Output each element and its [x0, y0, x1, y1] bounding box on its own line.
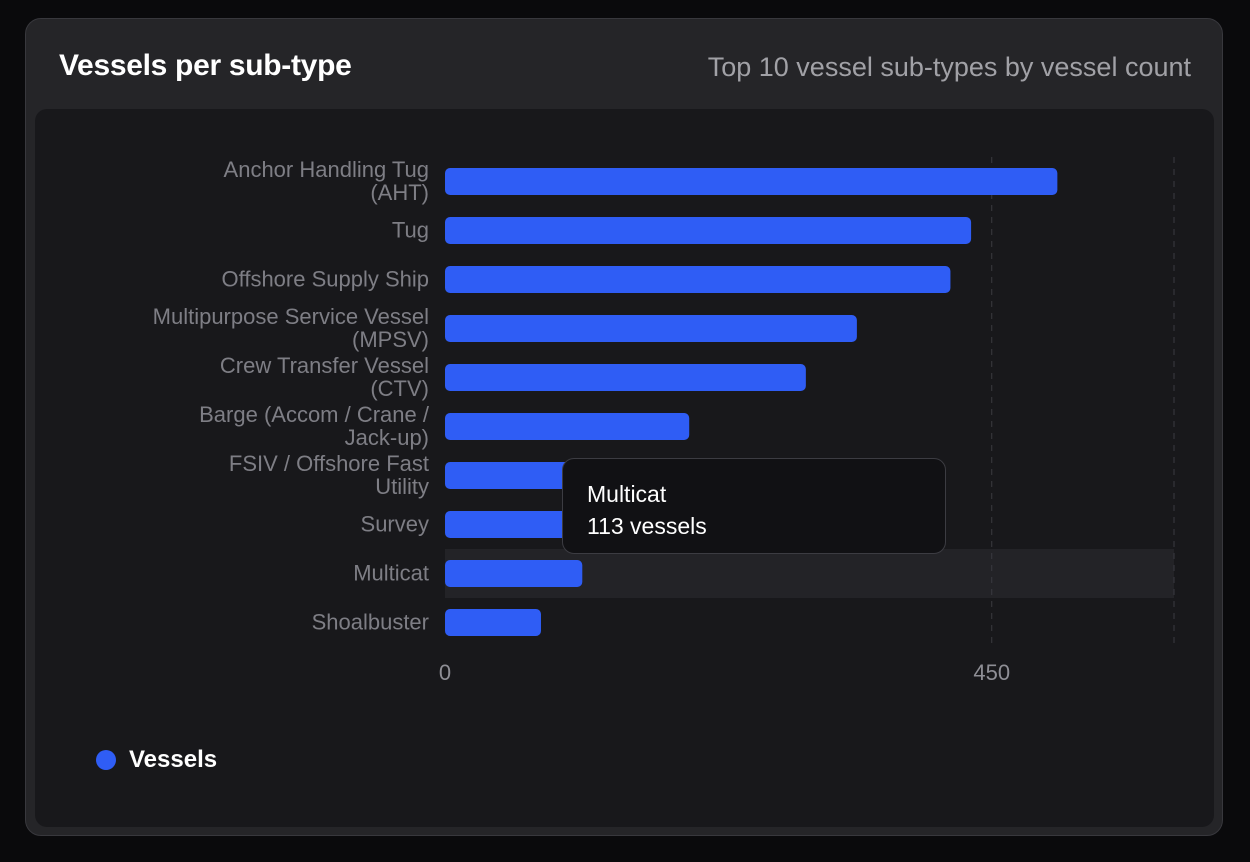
card-title: Vessels per sub-type	[59, 49, 352, 82]
category-label: Survey	[361, 512, 429, 537]
category-label: (CTV)	[370, 376, 429, 401]
category-label: Tug	[392, 218, 429, 243]
chart-legend[interactable]: Vessels	[96, 746, 217, 774]
x-tick-label: 0	[439, 660, 451, 685]
category-label: (AHT)	[370, 180, 429, 205]
bar-tug[interactable]	[445, 217, 972, 244]
bar-shoalbuster[interactable]	[445, 609, 541, 636]
card-subtitle: Top 10 vessel sub-types by vessel count	[707, 52, 1191, 82]
bar-multicat[interactable]	[445, 560, 583, 587]
category-label: Anchor Handling Tug	[224, 157, 429, 182]
chart-panel: Anchor Handling Tug (AHT) Tug Offshore Supp…	[35, 109, 1214, 827]
legend-label-vessels: Vessels	[129, 746, 218, 773]
category-label: FSIV / Offshore Fast	[229, 451, 429, 476]
bar-chart: Anchor Handling Tug(AHT) Tug Offshore Supp…	[153, 157, 1175, 685]
tooltip-title: Multicat	[587, 481, 667, 507]
x-tick-label: 450	[973, 660, 1010, 685]
category-label: Offshore Supply Ship	[222, 267, 430, 292]
legend-marker-vessels	[96, 750, 116, 770]
bar-anchor-handling-tug-aht[interactable]	[445, 168, 1058, 195]
category-label: Multipurpose Service Vessel	[153, 304, 429, 329]
chart-card: Vessels per sub-type Top 10 vessel sub-t…	[25, 18, 1223, 836]
category-label: Barge (Accom / Crane /	[199, 402, 430, 427]
category-label: Multicat	[353, 561, 429, 586]
bar-crew-transfer-vessel-ctv[interactable]	[445, 364, 806, 391]
bar-barge-accom-crane-jack-up[interactable]	[445, 413, 690, 440]
category-label: Shoalbuster	[312, 610, 429, 635]
chart-tooltip: Multicat 113 vessels	[562, 458, 946, 554]
category-label: Jack-up)	[345, 425, 429, 450]
bar-offshore-supply-ship[interactable]	[445, 266, 951, 293]
bar-multipurpose-service-vessel-mpsv[interactable]	[445, 315, 857, 342]
category-label: (MPSV)	[352, 327, 429, 352]
bar-survey[interactable]	[445, 511, 589, 538]
category-label: Utility	[375, 474, 429, 499]
tooltip-value: 113 vessels	[587, 513, 707, 539]
category-label: Crew Transfer Vessel	[220, 353, 429, 378]
